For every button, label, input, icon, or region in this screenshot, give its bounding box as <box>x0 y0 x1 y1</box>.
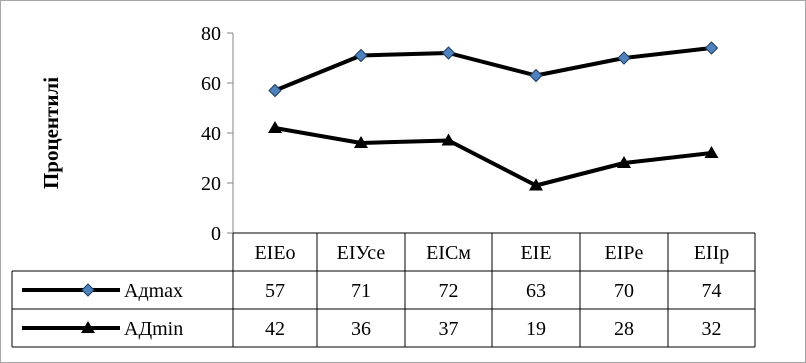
data-table-value: 57 <box>265 280 285 302</box>
plot-area: 0 20 40 60 80 Процентилі <box>39 23 719 245</box>
y-tick-label: 80 <box>201 23 221 45</box>
data-point-marker <box>617 156 631 168</box>
data-point-marker <box>617 51 631 65</box>
category-label: EIEo <box>254 242 295 264</box>
data-point-marker <box>354 48 368 63</box>
y-tick-label: 20 <box>201 173 221 195</box>
category-label: EIE <box>520 242 551 264</box>
category-label: EIСм <box>426 242 471 264</box>
data-point-marker <box>268 121 282 133</box>
data-table-value: 71 <box>351 280 371 302</box>
data-table-value: 72 <box>439 280 459 302</box>
data-point-marker <box>441 46 456 60</box>
data-table-value: 28 <box>614 318 634 340</box>
category-label: EIPe <box>605 242 644 264</box>
series-line-0 <box>274 46 712 93</box>
category-label: EIIp <box>694 242 730 264</box>
data-point-marker <box>268 83 282 98</box>
data-table-value: 32 <box>702 318 722 340</box>
data-table-value: 42 <box>265 318 285 340</box>
data-point-marker <box>704 146 719 158</box>
series-line-1 <box>274 126 712 188</box>
data-table-value: 63 <box>526 280 546 302</box>
data-table-value: 37 <box>439 318 459 340</box>
data-table-value: 36 <box>351 318 371 340</box>
y-tick-label: 60 <box>201 73 221 95</box>
data-point-marker <box>704 41 719 55</box>
category-label: EIУсе <box>337 242 386 264</box>
data-point-marker <box>529 178 543 191</box>
legend-series-name: АДmin <box>124 318 183 340</box>
legend-key-marker <box>81 283 95 297</box>
legend-series-name: Адmax <box>124 280 183 302</box>
y-tick-label: 40 <box>201 123 221 145</box>
data-table: EIEo EIУсе EIСм EIE EIPe EIIp Адmax 57 71 72 63 70 7… <box>11 232 756 348</box>
legend-key-marker <box>81 321 95 333</box>
data-point-marker <box>529 68 543 83</box>
data-point-marker <box>441 133 456 146</box>
data-table-value: 19 <box>526 318 546 340</box>
y-tick-label: 0 <box>211 223 221 245</box>
data-point-marker <box>354 136 368 148</box>
data-table-value: 70 <box>614 280 634 302</box>
data-table-value: 74 <box>702 280 722 302</box>
y-axis-label: Процентилі <box>39 77 63 189</box>
